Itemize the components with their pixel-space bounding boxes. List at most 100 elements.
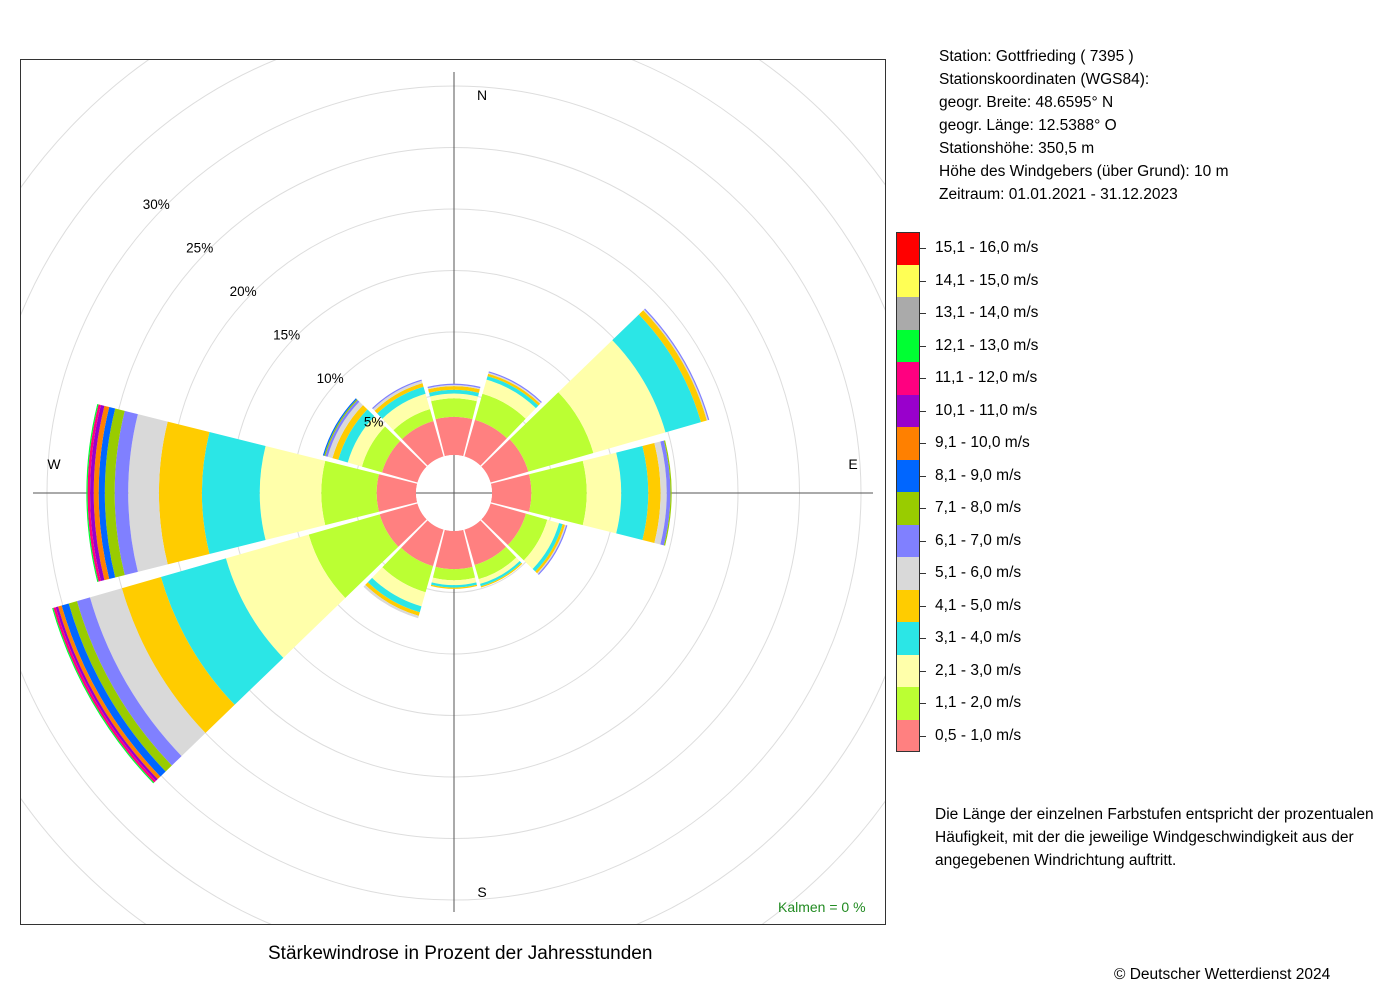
- sector-180-class-3: [431, 582, 477, 588]
- station-elevation: Stationshöhe: 350,5 m: [939, 140, 1095, 157]
- sector-300-class-6: [325, 399, 360, 457]
- sector-0-class-2: [429, 393, 479, 402]
- legend-swatch: [896, 524, 920, 557]
- legend-swatch: [896, 362, 920, 395]
- sector-270-class-0: [376, 474, 418, 512]
- sector-240-class-2: [225, 534, 346, 658]
- sector-0-class-4: [428, 386, 480, 393]
- sector-210-class-4: [365, 582, 420, 616]
- sector-240-class-5: [89, 588, 206, 757]
- legend-tick: [920, 735, 926, 737]
- sector-210-class-0: [401, 520, 444, 567]
- station-name: Station: Gottfrieding ( 7395 ): [939, 48, 1134, 65]
- sector-270-class-1: [321, 460, 379, 526]
- sector-90-class-0: [490, 474, 532, 512]
- sector-120-class-0: [481, 503, 526, 546]
- sector-120-class-2: [523, 519, 560, 569]
- sensor-height: Höhe des Windgebers (über Grund): 10 m: [939, 163, 1229, 180]
- sector-270-class-12: [86, 404, 99, 582]
- radial-tick-label: 10%: [317, 371, 344, 386]
- sector-180-class-2: [431, 577, 477, 586]
- radial-tick-label: 25%: [186, 241, 213, 256]
- sector-330-class-0: [401, 421, 444, 466]
- sector-270-class-2: [259, 446, 326, 540]
- chart-body: 5% 10% 15% 20% 25% 30% N E S W: [21, 60, 885, 924]
- legend-tick: [920, 410, 926, 412]
- sector-150-class-2: [478, 557, 520, 584]
- legend-swatch: [896, 492, 920, 525]
- legend-item: 6,1 - 7,0 m/s: [896, 524, 1196, 557]
- sector-330-class-4: [374, 383, 424, 414]
- sector-240-class-8: [61, 603, 166, 777]
- sector-240-class-6: [76, 597, 182, 766]
- legend-tick: [920, 313, 926, 315]
- compass-label-e: E: [848, 456, 857, 472]
- sector-300-class-2: [347, 416, 386, 467]
- sector-60-class-0: [481, 439, 529, 483]
- legend-label: 6,1 - 7,0 m/s: [935, 531, 1022, 549]
- legend-item: 10,1 - 11,0 m/s: [896, 394, 1196, 427]
- sector-30-class-1: [474, 393, 526, 439]
- sector-90-class-2: [582, 452, 622, 534]
- legend-tick: [920, 605, 926, 607]
- legend-label: 5,1 - 6,0 m/s: [935, 564, 1022, 582]
- legend-label: 4,1 - 5,0 m/s: [935, 596, 1022, 614]
- legend-swatch: [896, 297, 920, 330]
- sector-270-class-9: [93, 405, 110, 581]
- sector-240-class-0: [379, 503, 427, 547]
- legend-swatch: [896, 329, 920, 362]
- radial-tick-label: 15%: [273, 328, 300, 343]
- legend-item: 1,1 - 2,0 m/s: [896, 687, 1196, 720]
- sector-330-class-1: [393, 409, 434, 440]
- legend-tick: [920, 573, 926, 575]
- sector-150-class-4: [480, 562, 523, 588]
- chart-caption: Stärkewindrose in Prozent der Jahresstun…: [268, 943, 653, 964]
- sector-270-class-11: [87, 404, 101, 582]
- legend-item: 4,1 - 5,0 m/s: [896, 589, 1196, 622]
- legend-label: 0,5 - 1,0 m/s: [935, 726, 1022, 744]
- time-period: Zeitraum: 01.01.2021 - 31.12.2023: [939, 186, 1178, 203]
- sector-300-class-5: [327, 401, 363, 459]
- sector-120-class-1: [507, 513, 548, 561]
- sector-300-class-0: [382, 440, 427, 483]
- sector-180-class-1: [432, 566, 476, 581]
- legend-swatch: [896, 232, 920, 265]
- station-longitude: geogr. Länge: 12.5388° O: [939, 117, 1117, 134]
- legend-item: 14,1 - 15,0 m/s: [896, 264, 1196, 297]
- legend-swatch: [896, 394, 920, 427]
- compass-label-s: S: [477, 884, 486, 900]
- calm-label: Kalmen = 0 %: [778, 899, 866, 915]
- legend-label: 3,1 - 4,0 m/s: [935, 629, 1022, 647]
- legend-swatch: [896, 264, 920, 297]
- sector-0-class-1: [431, 398, 477, 420]
- sector-270-class-3: [201, 432, 266, 554]
- legend-item: 5,1 - 6,0 m/s: [896, 557, 1196, 590]
- sector-30-class-0: [464, 419, 507, 466]
- sector-150-class-1: [474, 546, 517, 580]
- sector-90-class-4: [642, 443, 661, 543]
- legend-tick: [920, 248, 926, 250]
- radial-tick-label: 20%: [230, 284, 257, 299]
- legend-tick: [920, 540, 926, 542]
- compass-label-n: N: [477, 87, 487, 103]
- sector-120-class-4: [535, 524, 566, 574]
- legend-swatch: [896, 459, 920, 492]
- legend-label: 11,1 - 12,0 m/s: [935, 369, 1038, 387]
- sector-300-class-4: [332, 405, 368, 460]
- station-latitude: geogr. Breite: 48.6595° N: [939, 94, 1114, 111]
- sector-270-class-5: [128, 414, 168, 572]
- legend-label: 9,1 - 10,0 m/s: [935, 434, 1030, 452]
- legend-item: 13,1 - 14,0 m/s: [896, 297, 1196, 330]
- sector-90-class-3: [616, 446, 649, 540]
- legend-label: 10,1 - 11,0 m/s: [935, 401, 1038, 419]
- station-info: Station: Gottfrieding ( 7395 ) Stationsk…: [939, 45, 1228, 206]
- sector-270-class-7: [104, 408, 125, 578]
- sector-330-class-3: [377, 386, 426, 419]
- legend-swatch: [896, 427, 920, 460]
- sector-90-class-6: [660, 440, 671, 546]
- legend-item: 11,1 - 12,0 m/s: [896, 362, 1196, 395]
- sector-240-class-3: [160, 558, 284, 705]
- legend-item: 9,1 - 10,0 m/s: [896, 427, 1196, 460]
- legend-label: 7,1 - 8,0 m/s: [935, 499, 1022, 517]
- sector-240-class-4: [121, 577, 235, 734]
